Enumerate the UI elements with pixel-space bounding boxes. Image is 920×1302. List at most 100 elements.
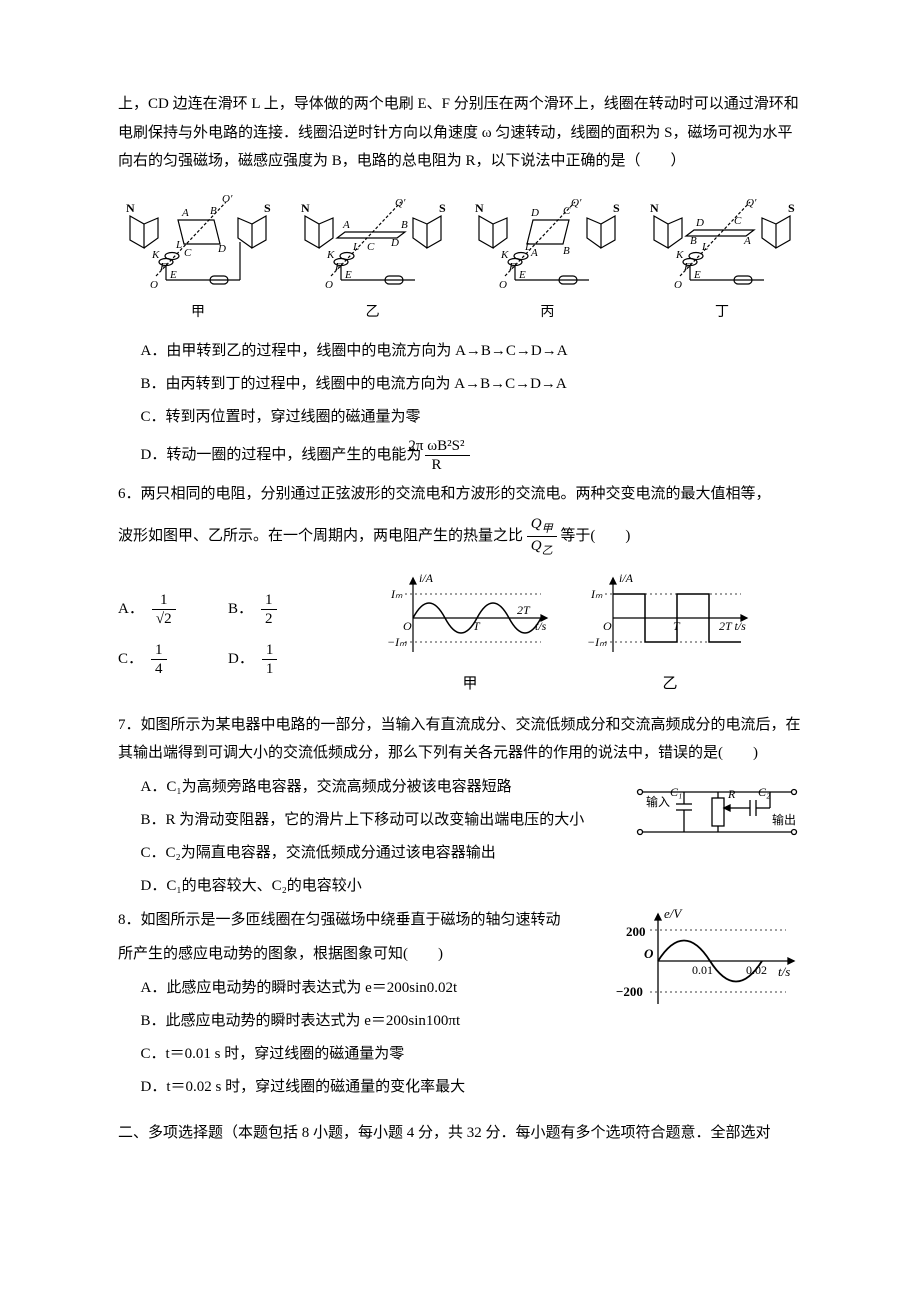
svg-text:C: C [367, 241, 375, 253]
svg-text:O: O [403, 619, 412, 633]
svg-text:输入: 输入 [646, 794, 670, 809]
q8-optC: C．t＝0.01 s 时，穿过线圈的磁通量为零 [118, 1041, 802, 1068]
q6-optA-den: √2 [152, 610, 176, 628]
svg-text:输出: 输出 [772, 812, 796, 827]
svg-text:0.02: 0.02 [746, 963, 767, 977]
svg-text:N: N [301, 201, 310, 215]
q6-ratio-den-sub: 乙 [542, 545, 553, 557]
q6-charts: i/A Iₘ −Iₘ O T 2T t/s 甲 [338, 570, 802, 699]
q5-optA: A．由甲转到乙的过程中，线圈中的电流方向为 A→B→C→D→A [118, 338, 802, 365]
q6-optB-label: B． [228, 595, 253, 624]
q6-chart-sine: i/A Iₘ −Iₘ O T 2T t/s 甲 [385, 570, 555, 699]
svg-text:2T t/s: 2T t/s [719, 619, 746, 633]
svg-text:t/s: t/s [778, 964, 790, 979]
q6-optA: A． 1√2 [118, 591, 228, 628]
q6-optB-num: 1 [261, 591, 277, 610]
svg-text:i/A: i/A [419, 571, 434, 585]
svg-text:T: T [473, 619, 481, 633]
svg-text:Q′: Q′ [746, 197, 757, 209]
q6-optC: C． 14 [118, 641, 228, 678]
q5-optB: B．由丙转到丁的过程中，线圈中的电流方向为 A→B→C→D→A [118, 371, 802, 398]
q5-fig2-label: 乙 [297, 300, 449, 327]
svg-text:Q′: Q′ [571, 197, 582, 209]
svg-text:Q′: Q′ [395, 197, 406, 209]
svg-text:2T: 2T [517, 603, 531, 617]
q6-stem2-suffix: 等于( ) [560, 528, 630, 544]
svg-text:0.01: 0.01 [692, 963, 713, 977]
svg-text:O: O [674, 279, 682, 291]
svg-text:O: O [499, 279, 507, 291]
q6-stem1: 6．两只相同的电阻，分别通过正弦波形的交流电和方波形的交流电。两种交变电流的最大… [118, 480, 802, 509]
svg-text:−Iₘ: −Iₘ [587, 635, 607, 649]
svg-text:D: D [530, 207, 539, 219]
svg-text:E: E [693, 269, 701, 281]
q6-optD-num: 1 [262, 641, 278, 660]
q5-optD-den: R [425, 456, 470, 474]
svg-text:L: L [352, 241, 359, 253]
q6-ratio-num: Q [531, 516, 542, 532]
svg-text:B: B [210, 205, 217, 217]
svg-text:D: D [695, 217, 704, 229]
svg-text:S: S [264, 201, 271, 215]
svg-text:t/s: t/s [535, 619, 547, 633]
q5-fig-2: N S A B C D K L E F O Q′ 乙 [297, 188, 449, 327]
svg-text:K: K [675, 249, 684, 261]
q5-options: A．由甲转到乙的过程中，线圈中的电流方向为 A→B→C→D→A B．由丙转到丁的… [118, 338, 802, 474]
q6-optD-den: 1 [262, 660, 278, 678]
q5-fig4-label: 丁 [646, 300, 798, 327]
svg-text:F: F [159, 261, 167, 273]
svg-text:−200: −200 [616, 984, 643, 999]
q5-fig3-label: 丙 [471, 300, 623, 327]
svg-text:C: C [563, 205, 571, 217]
q6-stem2-prefix: 波形如图甲、乙所示。在一个周期内，两电阻产生的热量之比 [118, 528, 523, 544]
svg-text:K: K [500, 249, 509, 261]
svg-text:200: 200 [626, 924, 646, 939]
q6-optC-label: C． [118, 645, 143, 674]
q5-continuation: 上，CD 边连在滑环 L 上，导体做的两个电刷 E、F 分别压在两个滑环上，线圈… [118, 90, 802, 176]
q6-chart2-label: 乙 [585, 670, 755, 699]
q6-optB: B． 12 [228, 591, 338, 628]
q6-optD-label: D． [228, 645, 254, 674]
q5-fig-1: N S A B C D K L E F O O′ 甲 [122, 188, 274, 327]
svg-text:O′: O′ [222, 193, 233, 205]
svg-text:L: L [524, 241, 531, 253]
q8-graph: e/V 200 −200 O 0.01 0.02 t/s [612, 906, 802, 1027]
svg-text:A: A [530, 247, 538, 259]
svg-text:O: O [603, 619, 612, 633]
svg-text:F: F [334, 261, 342, 273]
q5-fig-3: N S A B D C K L E F O Q′ 丙 [471, 188, 623, 327]
q6-ratio-den: Q [531, 538, 542, 554]
svg-text:C: C [184, 247, 192, 259]
q8-optD: D．t＝0.02 s 时，穿过线圈的磁通量的变化率最大 [118, 1074, 802, 1101]
svg-text:F: F [683, 261, 691, 273]
svg-text:C₁: C₁ [670, 785, 682, 799]
svg-text:N: N [650, 201, 659, 215]
svg-text:C₂: C₂ [758, 785, 770, 799]
svg-text:L: L [701, 241, 708, 253]
svg-text:−Iₘ: −Iₘ [387, 635, 407, 649]
svg-text:A: A [743, 235, 751, 247]
q5-fig-4: N S A B C D K L E F O Q′ 丁 [646, 188, 798, 327]
svg-text:K: K [151, 249, 160, 261]
q7-circuit: 输入 C₁ R C₂ 输出 [632, 774, 802, 861]
svg-text:A: A [342, 219, 350, 231]
q6-chart1-label: 甲 [385, 670, 555, 699]
q5-optC: C．转到丙位置时，穿过线圈的磁通量为零 [118, 404, 802, 431]
q6-optD: D． 11 [228, 641, 338, 678]
svg-text:S: S [788, 201, 795, 215]
q7-stem: 7．如图所示为某电器中电路的一部分，当输入有直流成分、交流低频成分和交流高频成分… [118, 711, 802, 768]
q6-optA-num: 1 [152, 591, 176, 610]
svg-text:R: R [727, 787, 736, 801]
section2-heading: 二、多项选择题（本题包括 8 小题，每小题 4 分，共 32 分．每小题有多个选… [118, 1119, 802, 1148]
svg-text:B: B [563, 245, 570, 257]
q5-optD-num: 2π ωB²S² [425, 437, 470, 456]
svg-text:L: L [175, 239, 182, 251]
svg-text:B: B [401, 219, 408, 231]
svg-text:E: E [344, 269, 352, 281]
q6-chart-square: i/A Iₘ −Iₘ O T 2T t/s 乙 [585, 570, 755, 699]
svg-text:i/A: i/A [619, 571, 634, 585]
svg-text:A: A [181, 207, 189, 219]
svg-text:S: S [439, 201, 446, 215]
svg-text:O: O [325, 279, 333, 291]
svg-text:E: E [169, 269, 177, 281]
